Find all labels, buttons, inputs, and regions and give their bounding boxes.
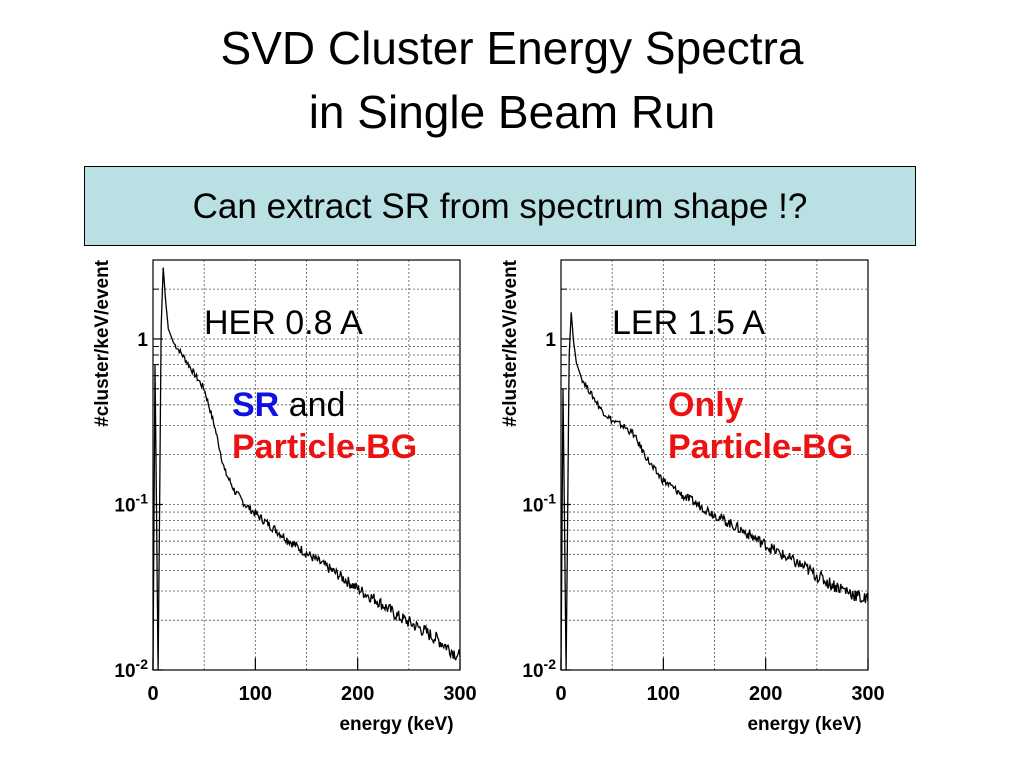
plot-frame (152, 259, 461, 671)
x-tick-label: 300 (851, 683, 884, 705)
y-tick-label: 10-2 (114, 656, 148, 682)
only-label: Only (668, 386, 744, 424)
y-tick-label: 1 (137, 330, 148, 351)
y-axis-label: #cluster/keV/event (92, 259, 113, 427)
callout-box: Can extract SR from spectrum shape !? (84, 166, 916, 246)
y-tick-label: 10-1 (114, 490, 148, 516)
y-tick-label: 10-2 (522, 656, 556, 682)
her-chart-title: HER 0.8 A (204, 304, 363, 342)
y-tick-label: 10-1 (522, 490, 556, 516)
x-tick-label: 0 (555, 683, 566, 705)
annotation-left: SR and Particle-BG (232, 384, 417, 468)
x-axis-label: energy (keV) (339, 714, 453, 735)
x-tick-label: 100 (647, 683, 680, 705)
x-axis-label: energy (keV) (747, 714, 861, 735)
slide-title-line2: in Single Beam Run (308, 86, 716, 138)
x-tick-label: 100 (239, 683, 272, 705)
ler-chart: 0 100 200 300 1 10-1 10-2 energy (keV) #cluster/… (500, 259, 885, 735)
x-tick-label: 200 (341, 683, 374, 705)
series-line (560, 312, 869, 671)
slide-title-line1: SVD Cluster Energy Spectra (220, 22, 804, 74)
x-tick-label: 200 (749, 683, 782, 705)
series-line (152, 267, 461, 671)
ler-chart-title: LER 1.5 A (612, 304, 766, 342)
y-tick-label: 1 (545, 330, 556, 351)
y-axis-label: #cluster/keV/event (500, 259, 521, 427)
her-chart: 0 100 200 300 1 10-1 10-2 energy (keV) #cluster/… (92, 259, 477, 735)
plot-frame (560, 259, 869, 671)
and-label: and (288, 386, 346, 424)
particle-bg-label-left: Particle-BG (232, 428, 418, 466)
annotation-right: Only Particle-BG (668, 384, 853, 468)
sr-label: SR (232, 386, 280, 424)
x-tick-label: 0 (147, 683, 158, 705)
x-tick-label: 300 (443, 683, 476, 705)
particle-bg-label-right: Particle-BG (668, 428, 854, 466)
